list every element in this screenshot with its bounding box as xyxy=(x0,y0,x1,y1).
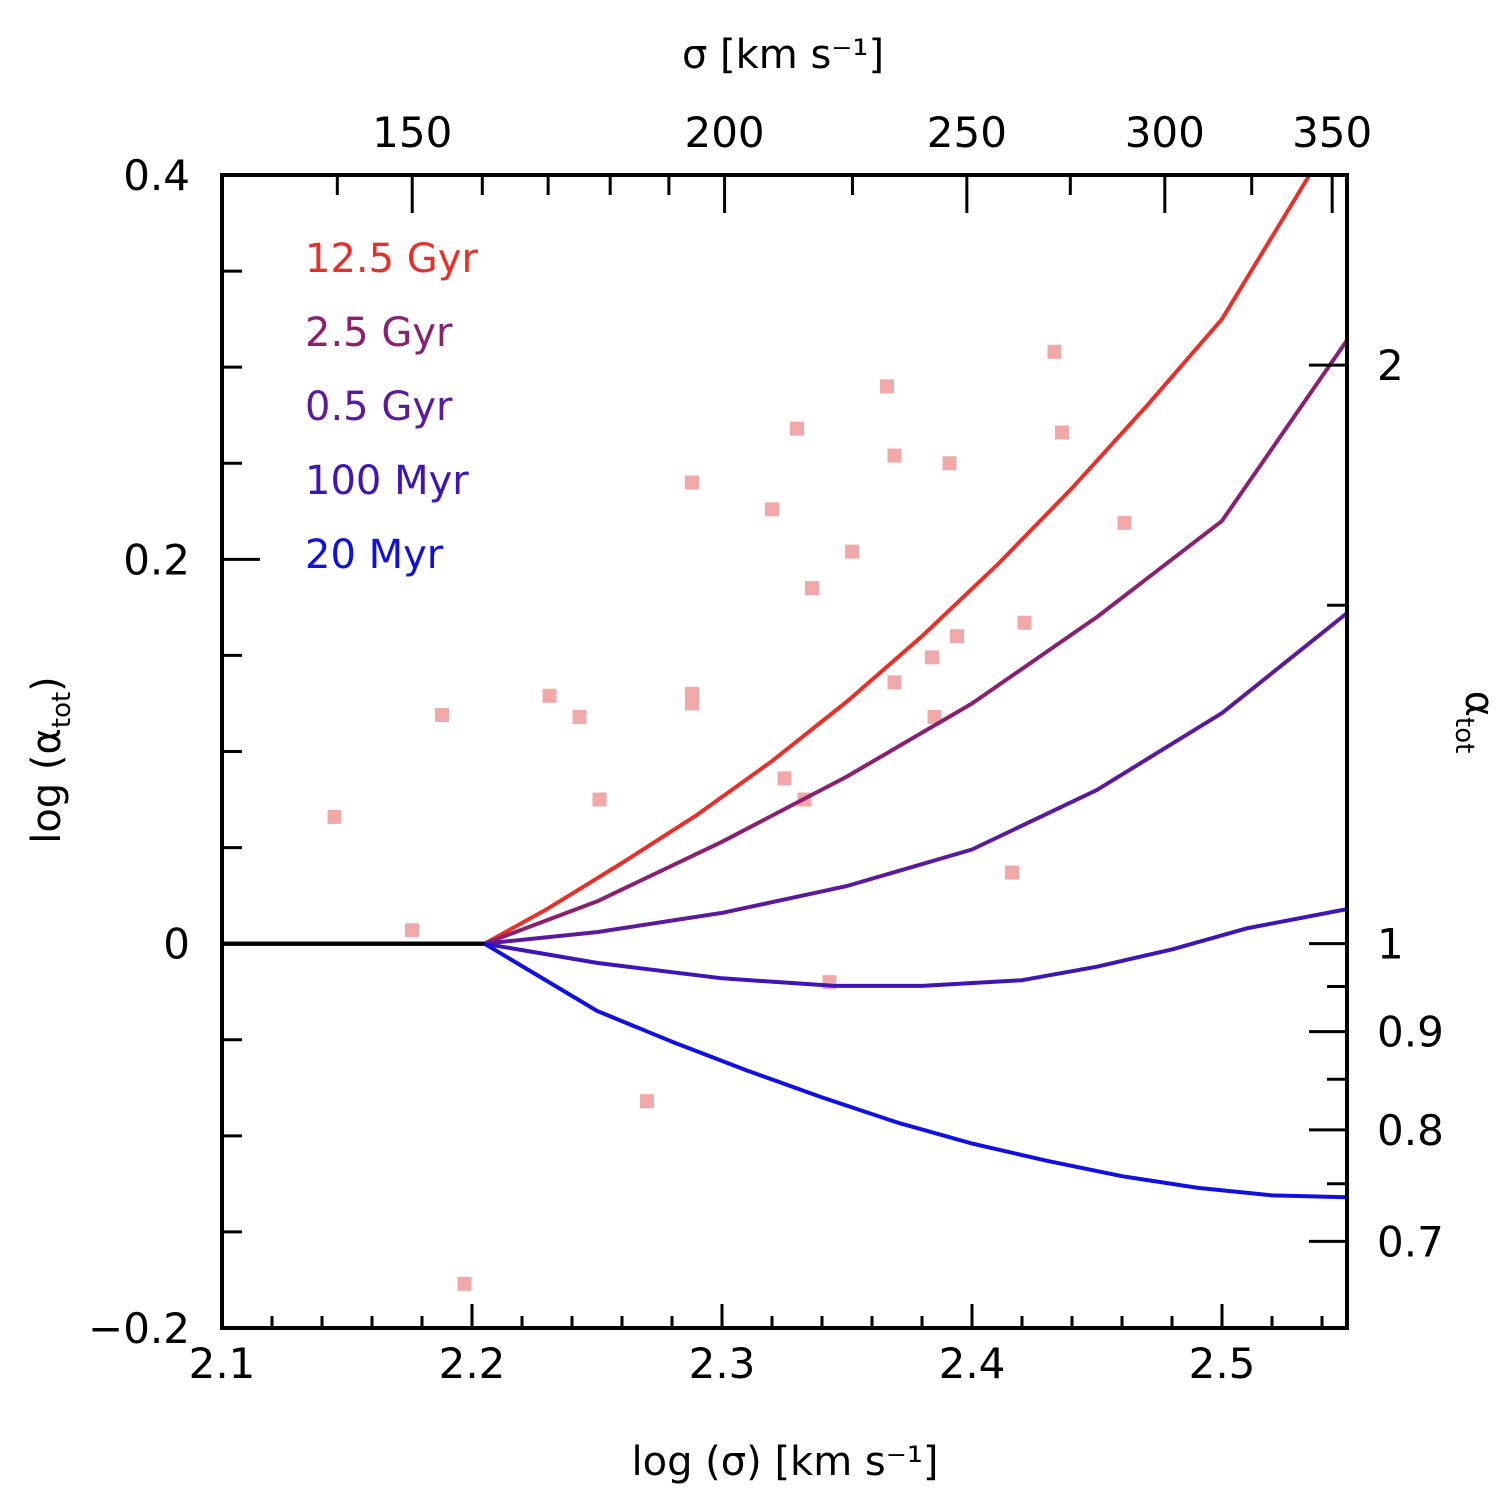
scatter-point-22 xyxy=(927,709,942,724)
scatter-point-11 xyxy=(765,502,779,517)
scatter-point-29 xyxy=(1117,515,1132,530)
right-axis-title-main: α xyxy=(1456,691,1502,717)
legend-label-0: 12.5 Gyr xyxy=(305,236,478,282)
series-line-0 xyxy=(222,173,1312,946)
scatter-point-3 xyxy=(457,1276,472,1291)
series-line-2 xyxy=(222,611,1349,946)
scatter-point-10 xyxy=(685,696,699,711)
series-line-3 xyxy=(222,907,1348,988)
scatter-point-2 xyxy=(435,707,449,722)
y-tick-label-3: 0.4 xyxy=(123,151,190,200)
y-axis-title: log (αtot) xyxy=(24,676,77,844)
top-tick-label-0: 150 xyxy=(372,108,452,157)
legend-label-2: 0.5 Gyr xyxy=(305,384,453,430)
scatter-point-4 xyxy=(542,688,557,703)
top-tick-label-2: 250 xyxy=(927,108,1007,157)
scatter-point-0 xyxy=(327,809,342,824)
scatter-point-24 xyxy=(950,629,964,644)
scatter-point-28 xyxy=(1055,425,1069,440)
scatter-point-25 xyxy=(1005,865,1019,880)
scatter-point-20 xyxy=(887,675,902,690)
y-tick-label-0: −0.2 xyxy=(88,1304,190,1353)
scatter-point-19 xyxy=(887,448,902,463)
scatter-point-15 xyxy=(805,581,819,596)
right-tick-label-2: 0.9 xyxy=(1377,1008,1444,1057)
x-axis-title: log (σ) [km s⁻¹] xyxy=(631,1439,938,1485)
series-line-1 xyxy=(222,339,1349,946)
scatter-point-18 xyxy=(880,379,894,394)
legend-label-1: 2.5 Gyr xyxy=(305,310,453,356)
scatter-point-27 xyxy=(1047,344,1062,359)
scatter-point-7 xyxy=(640,1094,654,1109)
y-axis-title-close: ) xyxy=(24,676,70,692)
scatter-point-5 xyxy=(572,709,587,724)
legend-label-3: 100 Myr xyxy=(305,458,469,504)
scatter-point-23 xyxy=(942,456,957,471)
top-tick-label-4: 350 xyxy=(1292,108,1372,157)
right-axis-title: αtot xyxy=(1449,691,1502,754)
right-tick-label-1: 0.8 xyxy=(1377,1106,1444,1155)
series-line-4 xyxy=(222,941,1348,1200)
top-tick-label-3: 300 xyxy=(1125,108,1205,157)
x-tick-label-3: 2.4 xyxy=(939,1339,1006,1388)
right-tick-label-0: 0.7 xyxy=(1377,1217,1444,1266)
top-tick-label-1: 200 xyxy=(684,108,764,157)
right-tick-label-3: 1 xyxy=(1377,920,1404,969)
x-tick-label-2: 2.3 xyxy=(689,1339,756,1388)
y-axis-title-main: log (α xyxy=(24,728,70,844)
top-axis-title: σ [km s⁻¹] xyxy=(682,32,884,78)
scatter-point-8 xyxy=(685,475,699,490)
scatter-point-26 xyxy=(1017,615,1032,630)
legend-label-4: 20 Myr xyxy=(305,532,444,578)
scatter-point-6 xyxy=(592,792,607,807)
right-tick-label-4: 2 xyxy=(1377,341,1404,390)
x-tick-label-1: 2.2 xyxy=(439,1339,506,1388)
scatter-point-21 xyxy=(925,650,939,665)
scatter-point-1 xyxy=(405,923,419,938)
scatter-point-12 xyxy=(777,771,792,786)
scatter-point-13 xyxy=(790,421,804,436)
x-tick-label-0: 2.1 xyxy=(189,1339,256,1388)
y-axis-title-sub: tot xyxy=(47,692,77,728)
scatter-point-17 xyxy=(845,544,859,559)
plot-area: 2.1 2.2 2.3 2.4 2.5 −0.2 0 0.2 0.4 150 200 250 300 35… xyxy=(88,108,1444,1388)
y-tick-label-1: 0 xyxy=(163,920,190,969)
right-axis-title-sub: tot xyxy=(1449,717,1479,753)
y-tick-label-2: 0.2 xyxy=(123,535,190,584)
x-tick-label-4: 2.5 xyxy=(1189,1339,1256,1388)
